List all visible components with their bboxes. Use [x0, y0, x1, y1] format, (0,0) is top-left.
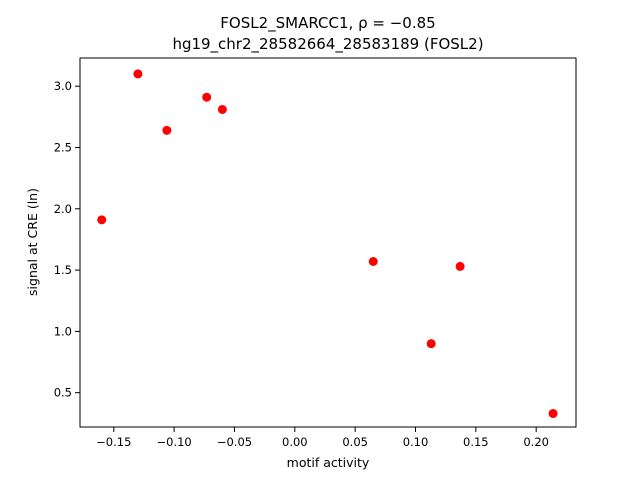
y-tick-label: 2.5 [54, 140, 72, 154]
data-point [97, 215, 107, 225]
chart-title-line1: FOSL2_SMARCC1, ρ = −0.85 [220, 14, 435, 33]
data-point [217, 104, 227, 114]
x-tick-label: 0.05 [342, 435, 368, 449]
x-tick-label: −0.05 [217, 435, 252, 449]
data-point [202, 92, 212, 102]
y-axis-label: signal at CRE (ln) [25, 188, 40, 296]
y-tick-label: 1.0 [54, 324, 72, 338]
data-points [97, 69, 558, 419]
data-point [426, 339, 436, 349]
y-tick-label: 0.5 [54, 386, 72, 400]
x-axis-ticks: −0.15 −0.10 −0.05 0.00 0.05 0.10 0.15 0.20 [96, 427, 549, 449]
chart-title-line2: hg19_chr2_28582664_28583189 (FOSL2) [172, 35, 483, 54]
x-tick-label: −0.15 [96, 435, 131, 449]
data-point [368, 257, 378, 267]
y-axis-ticks: 0.5 1.0 1.5 2.0 2.5 3.0 [54, 79, 80, 400]
y-tick-label: 1.5 [54, 263, 72, 277]
data-point [548, 409, 558, 419]
data-point [162, 125, 172, 135]
x-tick-label: −0.10 [157, 435, 192, 449]
data-point [133, 69, 143, 79]
y-tick-label: 2.0 [54, 202, 72, 216]
y-tick-label: 3.0 [54, 79, 72, 93]
x-axis-label: motif activity [287, 455, 370, 470]
x-tick-label: 0.15 [463, 435, 489, 449]
data-point [455, 261, 465, 271]
x-tick-label: 0.00 [282, 435, 308, 449]
plot-frame [79, 57, 577, 428]
x-tick-label: 0.10 [403, 435, 429, 449]
x-tick-label: 0.20 [523, 435, 549, 449]
